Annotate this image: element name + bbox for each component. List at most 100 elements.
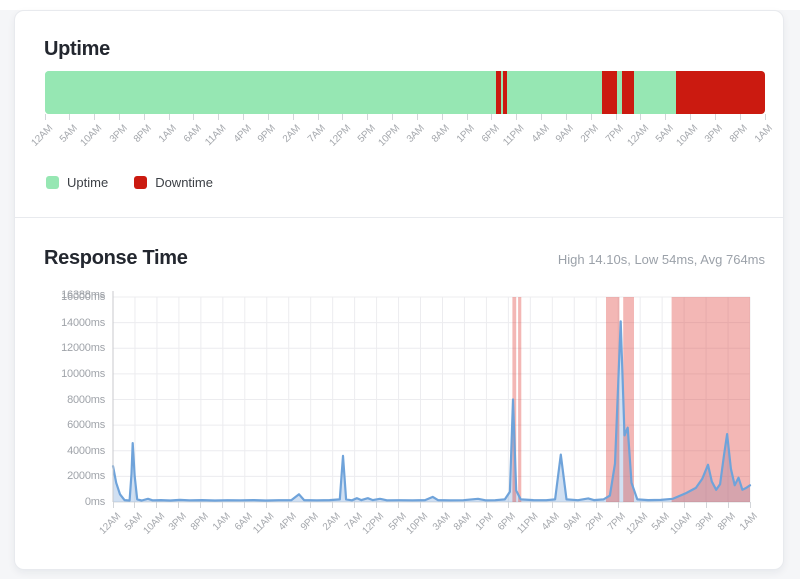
response-time-header: Response Time High 14.10s, Low 54ms, Avg…	[15, 218, 783, 269]
x-tickmark	[463, 502, 465, 508]
x-tick-label: 3PM	[107, 123, 130, 145]
x-tickmark	[200, 502, 202, 508]
monitor-panel: Uptime 12AM 5AM 10AM 3PM 8PM 1AM 6AM 11AM 4PM 9PM…	[14, 10, 784, 570]
x-tick-label: 8PM	[188, 511, 211, 533]
x-tick-label: 6PM	[479, 123, 502, 145]
x-tickmark	[590, 114, 592, 120]
x-tick-label: 1AM	[157, 123, 179, 145]
x-tick-label: 7AM	[305, 123, 328, 145]
x-tickmark	[639, 502, 641, 508]
x-tick-label: 12PM	[327, 123, 353, 149]
x-tickmark	[69, 114, 71, 120]
x-tick-label: 6AM	[232, 511, 255, 533]
x-tick-label: 8AM	[430, 123, 453, 145]
x-tickmark	[420, 502, 422, 508]
x-tickmark	[441, 502, 443, 508]
x-tick-label: 11AM	[203, 123, 229, 149]
x-tickmark	[485, 502, 487, 508]
x-tick-label: 8PM	[132, 123, 155, 145]
x-tick-label: 6PM	[496, 511, 519, 533]
response-line	[111, 320, 752, 502]
x-tick-label: 9PM	[256, 123, 279, 145]
x-tickmark	[266, 502, 268, 508]
response-time-chart: 0ms 2000ms 4000ms 6000ms 8000ms 10000ms 12000m…	[61, 289, 760, 537]
x-tickmark	[243, 114, 245, 120]
x-tick-label: 12PM	[360, 511, 387, 537]
downtime-segment	[602, 71, 618, 114]
y-tick-label: 10000ms	[61, 367, 105, 380]
x-tickmark	[222, 502, 224, 508]
y-tick-label: 0ms	[84, 496, 105, 508]
x-tick-label: 10AM	[668, 511, 694, 537]
uptime-legend: Uptime Downtime	[46, 175, 765, 190]
x-tickmark	[661, 502, 663, 508]
x-tick-label: 8AM	[452, 511, 475, 533]
x-tick-label: 4PM	[276, 511, 299, 533]
uptime-title: Uptime	[44, 38, 110, 60]
x-tickmark	[376, 502, 378, 508]
downtime-band	[623, 297, 634, 502]
x-tick-label: 1PM	[454, 123, 477, 145]
y-max-overlap-label: 16388ms	[61, 289, 105, 301]
x-tickmark	[342, 114, 344, 120]
x-tick-label: 2AM	[320, 511, 343, 533]
x-tick-label: 9AM	[562, 511, 585, 533]
x-tick-label: 2PM	[579, 123, 601, 145]
x-tick-label: 3PM	[703, 123, 726, 145]
x-tickmark	[267, 114, 269, 120]
response-area-fill	[113, 321, 750, 502]
x-tickmark	[529, 502, 531, 508]
x-tick-label: 3PM	[166, 511, 189, 533]
legend-item-uptime: Uptime	[46, 175, 108, 190]
x-tick-label: 10AM	[674, 123, 701, 149]
x-tick-label: 11AM	[251, 511, 277, 537]
x-tick-label: 1PM	[474, 511, 497, 533]
x-tickmark	[749, 502, 751, 508]
y-tick-label: 12000ms	[61, 342, 105, 355]
x-tickmark	[367, 114, 369, 120]
x-tickmark	[244, 502, 246, 508]
x-tickmark	[310, 502, 312, 508]
top-edge-strip	[0, 0, 800, 10]
x-tick-label: 5PM	[355, 123, 378, 145]
x-tickmark	[690, 114, 692, 120]
x-tick-label: 12AM	[97, 511, 123, 537]
downtime-segment	[496, 71, 501, 114]
x-tick-label: 4AM	[540, 511, 563, 533]
x-tickmark	[112, 502, 114, 508]
x-tick-label: 1AM	[737, 511, 760, 533]
x-tickmark	[94, 114, 96, 120]
x-tick-label: 3PM	[693, 511, 716, 533]
y-tick-label: 6000ms	[67, 419, 105, 432]
downtime-band	[518, 297, 522, 502]
legend-label-uptime: Uptime	[67, 175, 109, 190]
x-tick-label: 12AM	[624, 123, 651, 149]
response-time-title: Response Time	[44, 247, 188, 269]
downtime-band	[671, 297, 750, 502]
uptime-segment	[633, 71, 677, 114]
x-tickmark	[317, 114, 319, 120]
x-tickmark	[705, 502, 707, 508]
x-tick-label: 5AM	[653, 123, 676, 145]
x-tickmark	[573, 502, 575, 508]
x-tick-label: 4AM	[529, 123, 552, 145]
x-tickmark	[640, 114, 642, 120]
response-time-stats: High 14.10s, Low 54ms, Avg 764ms	[557, 252, 765, 267]
x-tickmark	[354, 502, 356, 508]
downtime-segment	[502, 71, 507, 114]
x-tickmark	[516, 114, 518, 120]
x-tickmark	[168, 114, 170, 120]
x-tickmark	[332, 502, 334, 508]
x-tickmark	[714, 114, 716, 120]
response-time-card: Response Time High 14.10s, Low 54ms, Avg…	[15, 217, 783, 569]
x-tick-label: 1AM	[752, 123, 775, 145]
uptime-segment	[617, 71, 622, 114]
uptime-segment	[45, 71, 497, 114]
x-tick-label: 4PM	[231, 123, 254, 145]
x-tick-label: 10PM	[404, 511, 431, 537]
x-tick-label: 11PM	[514, 511, 541, 537]
x-tickmark	[615, 114, 617, 120]
x-tickmark	[551, 502, 553, 508]
uptime-segment	[500, 71, 503, 114]
